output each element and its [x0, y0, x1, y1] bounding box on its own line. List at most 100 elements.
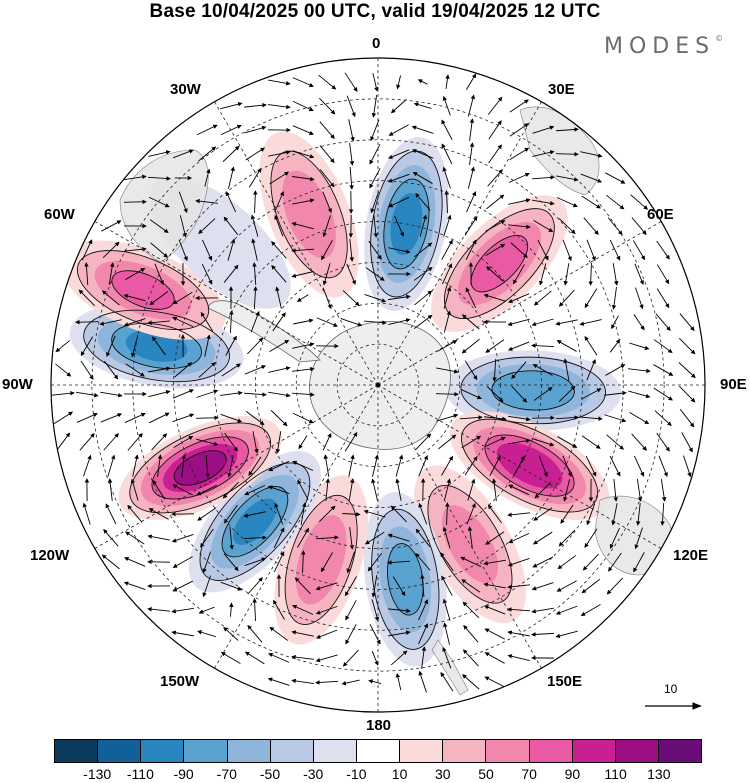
- wind-vector: [244, 365, 267, 375]
- wind-vectors: [52, 72, 696, 693]
- wind-vector: [538, 263, 547, 286]
- wind-vector: [557, 555, 577, 570]
- wind-vector: [509, 147, 530, 161]
- wind-vector: [268, 79, 291, 86]
- wind-vector: [148, 366, 171, 373]
- wind-vector: [325, 478, 330, 501]
- wind-vector: [301, 550, 306, 574]
- wind-vector: [555, 605, 578, 615]
- wind-vector: [227, 238, 236, 261]
- wind-vector: [442, 263, 453, 285]
- wind-vector: [147, 534, 170, 541]
- wind-vector: [269, 339, 290, 353]
- wind-vector: [485, 220, 506, 232]
- wind-vector: [244, 484, 266, 496]
- wind-vector: [269, 171, 290, 185]
- wind-vector: [653, 339, 673, 353]
- wind-vector: [345, 600, 357, 621]
- wind-vector: [508, 415, 531, 422]
- wind-vector: [298, 435, 308, 450]
- wind-vector: [441, 143, 453, 165]
- wind-vector: [411, 125, 434, 134]
- wind-vector: [556, 340, 577, 352]
- contour-line: [491, 370, 575, 411]
- wind-vector: [441, 455, 453, 476]
- wind-vector: [220, 390, 243, 396]
- wind-vector: [148, 412, 170, 424]
- wind-vector: [387, 149, 410, 159]
- contour-line: [83, 309, 230, 383]
- wind-vector: [634, 263, 644, 286]
- wind-vector: [319, 169, 335, 188]
- wind-vector: [485, 243, 506, 257]
- wind-vector: [171, 630, 194, 637]
- wind-vector: [562, 455, 572, 478]
- wind-vector: [79, 432, 95, 451]
- wind-vector: [606, 434, 624, 450]
- wind-vector: [418, 623, 429, 645]
- wind-vector: [531, 582, 554, 591]
- wind-vector: [533, 507, 553, 521]
- wind-vector: [491, 478, 497, 501]
- wind-vector: [586, 503, 596, 526]
- wind-vector: [127, 432, 143, 451]
- wind-vector: [149, 219, 169, 233]
- wind-vector: [202, 551, 211, 574]
- wind-vector: [228, 166, 235, 189]
- wind-vector: [460, 556, 482, 568]
- wind-vector: [654, 410, 672, 427]
- wind-vector: [633, 240, 646, 261]
- wind-vector: [461, 338, 480, 354]
- wind-vector: [318, 505, 336, 523]
- wind-vector: [611, 287, 617, 310]
- wind-vector: [656, 240, 670, 260]
- colorbar-tick-label: 90: [564, 766, 581, 782]
- wind-vector: [82, 502, 91, 525]
- contour-line: [370, 150, 443, 298]
- wind-vector: [172, 149, 194, 159]
- wind-vector: [348, 478, 355, 501]
- wind-vector: [273, 551, 285, 573]
- wind-vector: [465, 239, 477, 261]
- wind-vector: [345, 624, 357, 645]
- wind-vector: [369, 144, 381, 165]
- wind-vector: [532, 125, 555, 134]
- colorbar-swatch: [615, 740, 659, 762]
- wind-vector: [513, 264, 525, 285]
- wind-vector: [465, 287, 477, 309]
- wind-vector: [581, 195, 601, 209]
- wind-vector: [152, 479, 166, 500]
- wind-vector: [151, 433, 168, 451]
- wind-vector: [178, 239, 188, 262]
- wind-vector: [558, 385, 576, 403]
- colorbar-ticks: -130 -110 -90 -70 -50 -30 -10 10 30 50 70 90 110 130: [54, 766, 702, 783]
- colorbar-swatch: [486, 740, 530, 762]
- meridian-line: [377, 384, 542, 669]
- wind-vector: [390, 505, 407, 523]
- wind-vector: [531, 343, 555, 348]
- wind-vector: [364, 531, 385, 545]
- wind-vector: [443, 286, 452, 309]
- wind-vector: [132, 454, 139, 477]
- wind-vector: [421, 646, 427, 669]
- wind-vector: [508, 198, 531, 205]
- contour-line: [484, 434, 575, 497]
- wind-vector: [319, 145, 335, 164]
- colorbar-swatch: [400, 740, 444, 762]
- colorbar-tick-label: 110: [604, 766, 627, 782]
- wind-vector: [196, 438, 219, 447]
- colorbar-swatch: [443, 740, 487, 762]
- wind-vector: [107, 478, 113, 501]
- wind-vector: [100, 413, 123, 423]
- wind-vector: [268, 652, 290, 663]
- wind-vector: [179, 215, 187, 238]
- contour-line: [221, 486, 289, 558]
- wind-vector: [612, 263, 619, 286]
- wind-vector: [273, 599, 285, 620]
- wind-vector: [364, 294, 387, 303]
- wind-vector: [563, 263, 570, 286]
- wind-vector: [555, 319, 578, 326]
- wind-vector: [297, 479, 309, 500]
- contour-line: [383, 178, 430, 270]
